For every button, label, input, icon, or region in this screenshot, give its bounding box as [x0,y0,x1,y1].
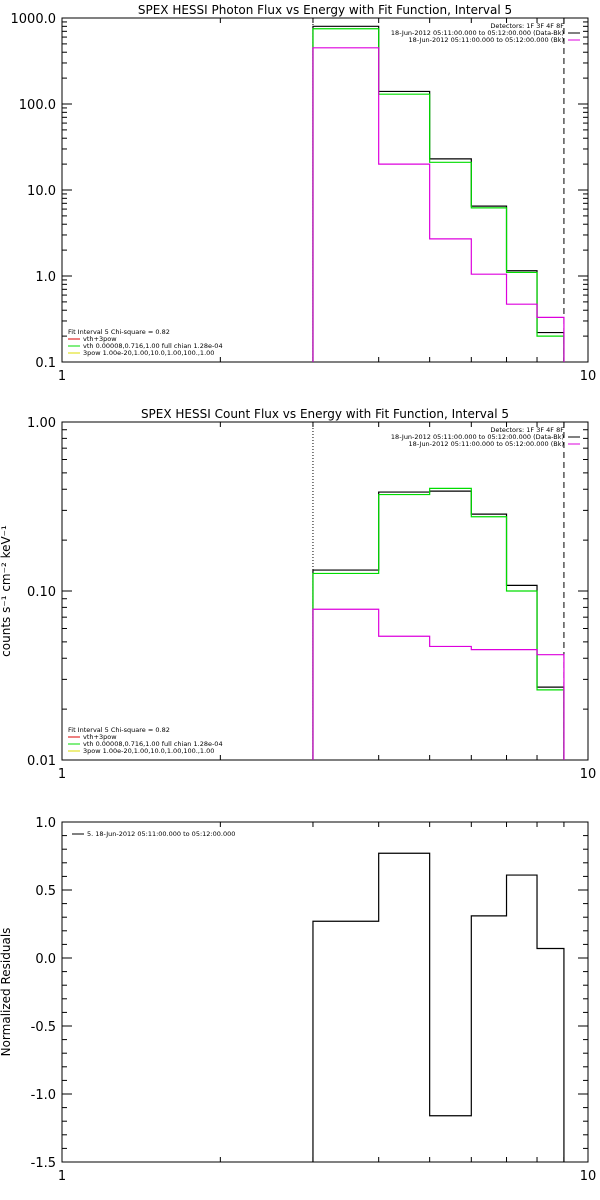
x-tick-label: 10 [580,369,597,384]
plot-frame [61,17,589,363]
series-line-1 [312,852,565,1162]
legend-entry: Fit Interval 5 Chi-square = 0.82 [68,726,170,734]
x-tick-label: 1 [58,369,66,384]
legend-entry: 18-Jun-2012 05:11:00.000 to 05:12:00.000… [409,36,564,44]
y-tick-label: 1.00 [27,416,56,431]
plot-frame [61,821,589,1163]
legend-entry: vth+3pow [83,335,117,343]
series-line-2 [312,28,565,362]
x-tick-label: 1 [58,1169,66,1184]
series-line-3 [312,608,565,760]
y-tick-label: 0.10 [27,585,56,600]
x-tick-label: 10 [580,767,597,782]
x-tick-label: 1 [58,767,66,782]
y-tick-label: 0.5 [35,884,56,899]
series-line-1 [312,490,565,760]
legend-entry: 3pow 1.00e-20,1.00,10.0,1.00,100.,1.00 [83,747,214,755]
y-axis-label: Normalized Residuals [0,928,13,1057]
y-tick-label: 0.1 [35,356,56,371]
legend-entry: 18-Jun-2012 05:11:00.000 to 05:12:00.000… [391,433,564,441]
legend-entry: Detectors: 1F 3F 4F 8F [490,22,564,30]
y-axis-label: counts s⁻¹ cm⁻² keV⁻¹ [0,525,13,657]
chart-title: SPEX HESSI Count Flux vs Energy with Fit… [141,407,509,421]
legend-entry: vth 0.00008,0.716,1.00 full chian 1.28e-… [83,342,223,350]
series-line-2 [312,487,565,760]
y-tick-label: -1.0 [31,1088,56,1103]
legend-entry: vth+3pow [83,733,117,741]
y-tick-label: 100.0 [19,98,56,113]
legend-entry: vth 0.00008,0.716,1.00 full chian 1.28e-… [83,740,223,748]
panel-3: Normalized Residuals 1 10 1.0 0.5 0.0 -0.5 -1.0… [0,816,596,1184]
y-tick-label: 1.0 [35,816,56,831]
legend-entry: Fit Interval 5 Chi-square = 0.82 [68,328,170,336]
series-line-3 [312,47,565,362]
panel-2: SPEX HESSI Count Flux vs Energy with Fit… [0,407,596,782]
panel-1: SPEX HESSI Photon Flux vs Energy with Fi… [11,3,597,384]
y-tick-label: 0.0 [35,952,56,967]
series-line-1 [312,25,565,362]
y-tick-label: 1.0 [35,270,56,285]
y-tick-label: 0.01 [27,754,56,769]
y-tick-label: 10.0 [27,184,56,199]
legend-entry: 18-Jun-2012 05:11:00.000 to 05:12:00.000… [409,440,564,448]
chart-title: SPEX HESSI Photon Flux vs Energy with Fi… [138,3,512,17]
legend-entry: 5. 18-Jun-2012 05:11:00.000 to 05:12:00.… [87,830,235,838]
legend-entry: 18-Jun-2012 05:11:00.000 to 05:12:00.000… [391,29,564,37]
y-tick-label: -0.5 [31,1020,56,1035]
x-tick-label: 10 [580,1169,597,1184]
legend-entry: Detectors: 1F 3F 4F 8F [490,426,564,434]
legend-entry: 3pow 1.00e-20,1.00,10.0,1.00,100.,1.00 [83,349,214,357]
y-tick-label: 1000.0 [11,12,57,27]
y-tick-label: -1.5 [31,1156,56,1171]
